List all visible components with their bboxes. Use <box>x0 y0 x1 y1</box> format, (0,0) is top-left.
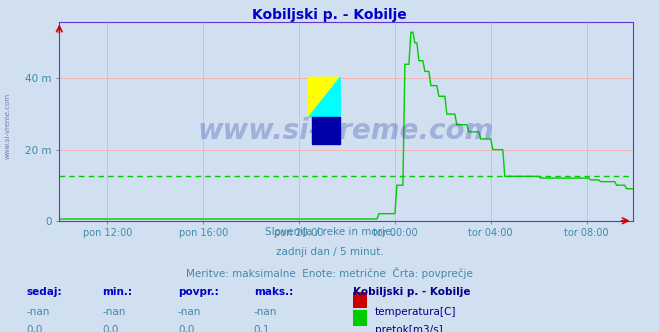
Text: povpr.:: povpr.: <box>178 287 219 297</box>
Text: Kobiljski p. - Kobilje: Kobiljski p. - Kobilje <box>353 287 470 297</box>
Text: maks.:: maks.: <box>254 287 293 297</box>
Text: sedaj:: sedaj: <box>26 287 62 297</box>
Text: -nan: -nan <box>254 307 277 317</box>
Polygon shape <box>308 77 340 117</box>
Text: Slovenija / reke in morje.: Slovenija / reke in morje. <box>264 227 395 237</box>
Text: -nan: -nan <box>26 307 49 317</box>
Text: min.:: min.: <box>102 287 132 297</box>
Text: zadnji dan / 5 minut.: zadnji dan / 5 minut. <box>275 247 384 257</box>
Text: 0,1: 0,1 <box>254 325 270 332</box>
Text: temperatura[C]: temperatura[C] <box>375 307 457 317</box>
Text: 0,0: 0,0 <box>102 325 119 332</box>
Text: -nan: -nan <box>102 307 125 317</box>
Text: Meritve: maksimalne  Enote: metrične  Črta: povprečje: Meritve: maksimalne Enote: metrične Črta… <box>186 267 473 279</box>
Bar <box>312 117 340 144</box>
Text: www.si-vreme.com: www.si-vreme.com <box>5 93 11 159</box>
Text: Kobiljski p. - Kobilje: Kobiljski p. - Kobilje <box>252 8 407 22</box>
Text: www.si-vreme.com: www.si-vreme.com <box>198 117 494 145</box>
Text: pretok[m3/s]: pretok[m3/s] <box>375 325 443 332</box>
Polygon shape <box>308 77 340 117</box>
Text: 0,0: 0,0 <box>26 325 43 332</box>
Text: 0,0: 0,0 <box>178 325 194 332</box>
Text: -nan: -nan <box>178 307 201 317</box>
